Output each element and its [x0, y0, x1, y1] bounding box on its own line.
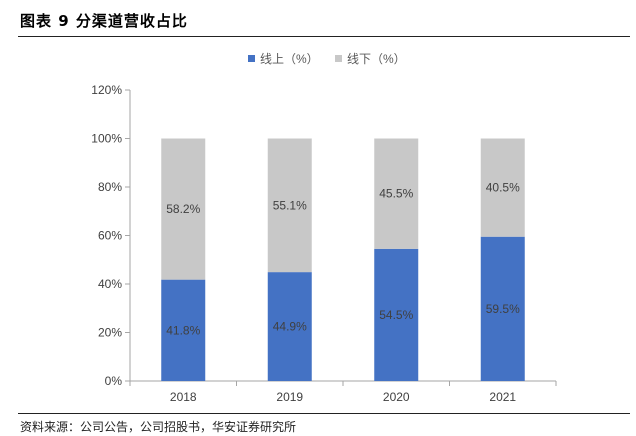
bar-offline	[480, 138, 525, 237]
y-tick-label: 60%	[98, 229, 122, 243]
y-tick-label: 0%	[105, 374, 123, 388]
y-tick-label: 40%	[98, 277, 122, 291]
y-tick-label: 20%	[98, 326, 122, 340]
bar-online	[374, 248, 419, 381]
y-axis: 0% 20% 40% 60% 80% 100% 120%	[91, 83, 131, 388]
source-divider	[18, 413, 630, 414]
bar-online	[480, 236, 525, 381]
legend-item: 线下（%）	[335, 52, 406, 66]
x-tick-label: 2019	[276, 390, 303, 404]
figure-title: 图表 9 分渠道营收占比	[20, 12, 188, 30]
x-tick-label: 2021	[489, 390, 516, 404]
bar-offline	[374, 138, 419, 249]
x-tick-label: 2020	[383, 390, 410, 404]
data-label: 40.5%	[486, 181, 520, 195]
y-tick-label: 120%	[91, 83, 122, 97]
legend: 线上（%） 线下（%）	[248, 52, 406, 66]
data-label: 59.5%	[486, 302, 520, 316]
y-tick-label: 80%	[98, 180, 122, 194]
data-label: 44.9%	[273, 320, 307, 334]
y-tick-label: 100%	[91, 132, 122, 146]
title-divider	[18, 36, 630, 37]
legend-label: 线上（%）	[260, 52, 319, 66]
data-label: 45.5%	[379, 187, 413, 201]
source-note: 资料来源：公司公告，公司招股书，华安证券研究所	[20, 420, 297, 434]
data-labels: 41.8% 58.2% 44.9% 55.1% 54.5% 45.5% 59.5% 40.5%	[166, 181, 520, 338]
legend-label: 线下（%）	[347, 52, 406, 66]
bars	[161, 138, 525, 381]
bar-online	[267, 272, 312, 381]
bar-offline	[161, 138, 206, 280]
data-label: 41.8%	[166, 323, 200, 337]
x-axis: 2018 2019 2020 2021	[129, 380, 557, 404]
stacked-bar-chart: 线上（%） 线下（%） 0%20%40%60%80%100%120% 2018 20…	[91, 52, 557, 404]
data-label: 54.5%	[379, 308, 413, 322]
x-tick-label: 2018	[170, 390, 197, 404]
legend-item: 线上（%）	[248, 52, 319, 66]
legend-swatch	[335, 55, 342, 62]
data-label: 58.2%	[166, 202, 200, 216]
bar-offline	[267, 138, 312, 273]
data-label: 55.1%	[273, 198, 307, 212]
bar-online	[161, 279, 206, 381]
legend-swatch	[248, 55, 255, 62]
